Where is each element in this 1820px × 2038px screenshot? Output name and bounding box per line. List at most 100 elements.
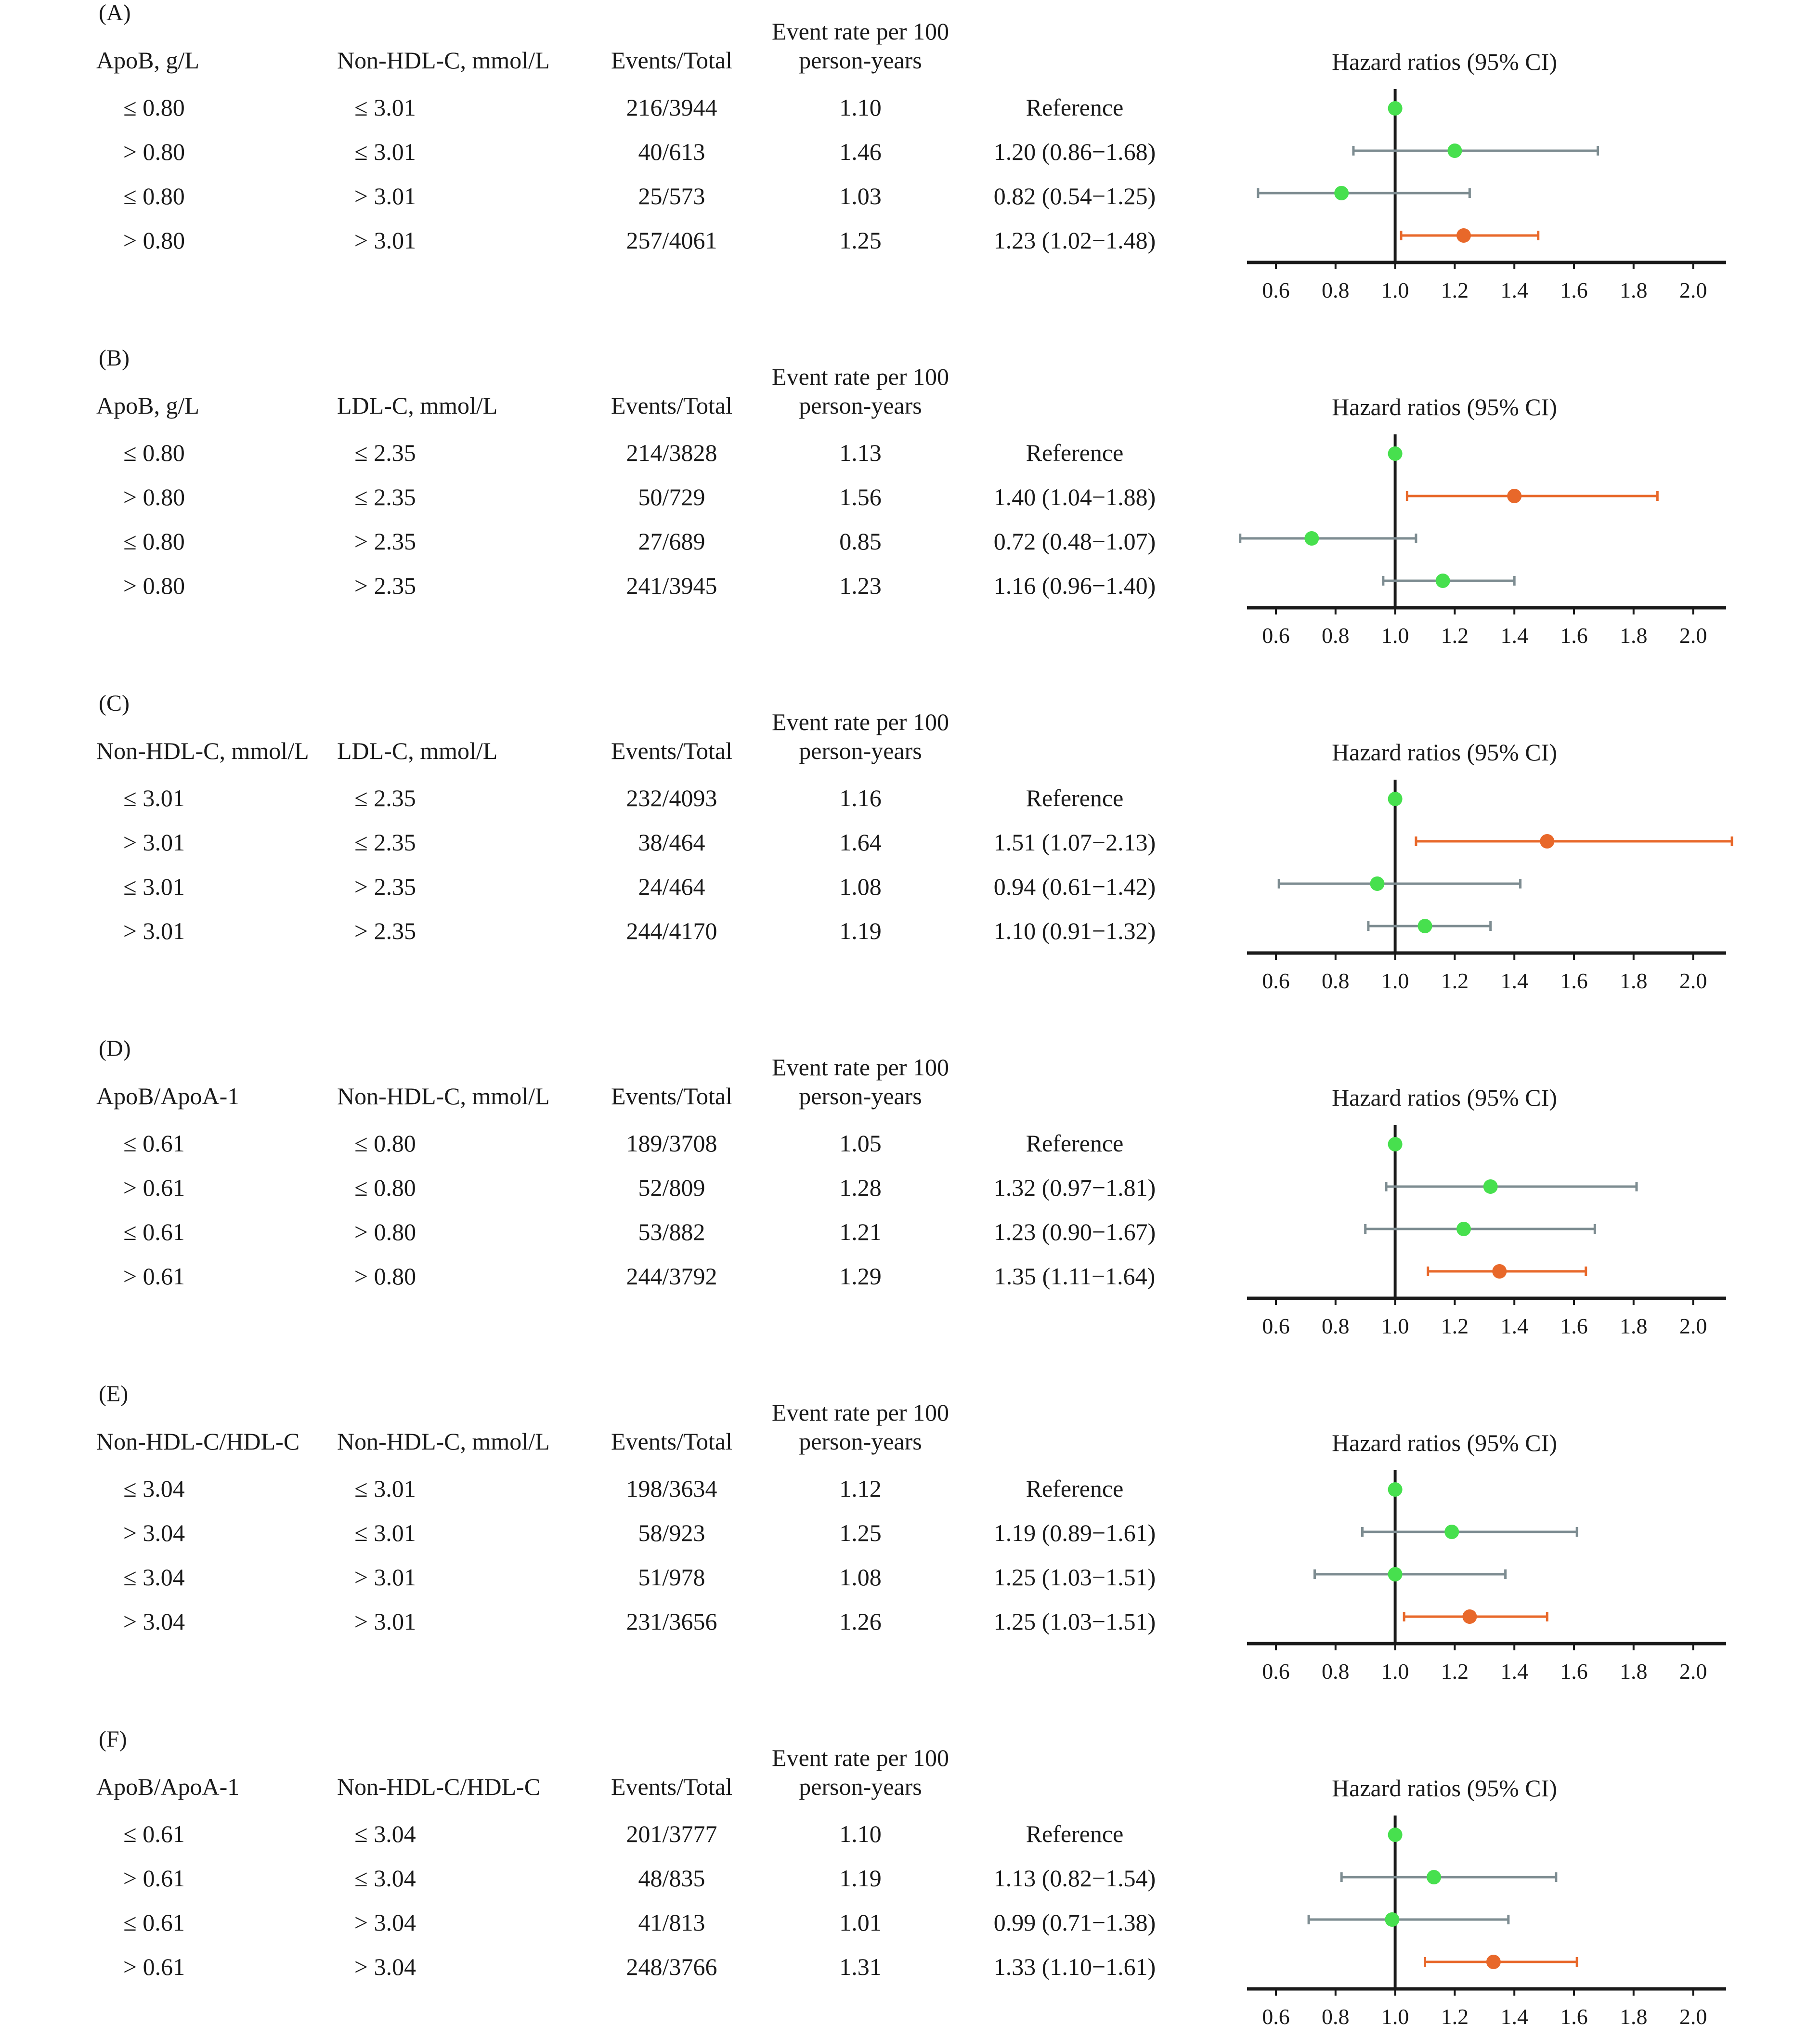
column-header-marker-2: Non-HDL-C, mmol/L	[337, 1428, 550, 1455]
cell-marker-1: ≤ 0.61	[123, 1820, 184, 1847]
cell-marker-1: ≤ 0.61	[123, 1909, 184, 1936]
cell-marker-1: ≤ 0.80	[123, 94, 184, 121]
cell-marker-2: > 0.80	[354, 1218, 416, 1245]
column-header-events: Events/Total	[611, 1773, 732, 1800]
x-tick-label: 1.6	[1560, 1314, 1588, 1338]
cell-event-rate: 1.05	[839, 1130, 882, 1157]
cell-hazard-ratio: Reference	[1026, 94, 1124, 121]
cell-events-total: 216/3944	[626, 94, 717, 121]
x-tick-label: 0.6	[1262, 1659, 1290, 1684]
hazard-ratio-point	[1456, 228, 1471, 243]
reference-point	[1388, 1482, 1403, 1497]
hazard-ratio-point	[1447, 144, 1462, 158]
column-header-event-rate-unit: person-years	[799, 392, 922, 419]
column-header-marker-1: Non-HDL-C/HDL-C	[96, 1428, 299, 1455]
cell-event-rate: 1.31	[839, 1953, 882, 1980]
reference-point	[1388, 1828, 1403, 1842]
cell-hazard-ratio: 0.72 (0.48−1.07)	[994, 528, 1156, 555]
hazard-ratio-point	[1486, 1955, 1501, 1969]
column-header-event-rate-unit: person-years	[799, 1428, 922, 1455]
cell-event-rate: 1.56	[839, 483, 882, 510]
x-tick-label: 0.6	[1262, 278, 1290, 302]
cell-hazard-ratio: 1.23 (1.02−1.48)	[994, 227, 1156, 254]
cell-events-total: 241/3945	[626, 572, 717, 599]
column-header-event-rate-unit: person-years	[799, 1773, 922, 1800]
column-header-event-rate: Event rate per 100	[772, 708, 949, 735]
cell-marker-2: ≤ 3.01	[354, 1475, 416, 1502]
cell-event-rate: 1.19	[839, 917, 882, 944]
cell-event-rate: 1.12	[839, 1475, 882, 1502]
x-tick-label: 1.2	[1441, 1314, 1469, 1338]
x-tick-label: 2.0	[1679, 278, 1707, 302]
panel-label: (E)	[99, 1381, 128, 1407]
cell-marker-1: > 0.61	[123, 1174, 185, 1201]
cell-events-total: 189/3708	[626, 1130, 717, 1157]
cell-events-total: 248/3766	[626, 1953, 717, 1980]
cell-marker-2: > 3.01	[354, 1564, 416, 1591]
hazard-ratio-point	[1417, 919, 1432, 933]
cell-event-rate: 1.26	[839, 1608, 882, 1635]
panel-label: (D)	[99, 1036, 131, 1061]
column-header-marker-1: Non-HDL-C, mmol/L	[96, 737, 309, 764]
x-tick-label: 2.0	[1679, 1314, 1707, 1338]
column-header-marker-1: ApoB, g/L	[96, 47, 199, 74]
cell-events-total: 38/464	[638, 829, 705, 856]
column-header-events: Events/Total	[611, 1083, 732, 1110]
panel-f: (F) ApoB/ApoA-1 Non-HDL-C/HDL-C Events/Tota…	[96, 1726, 1726, 2029]
cell-hazard-ratio: 1.16 (0.96−1.40)	[994, 572, 1156, 599]
cell-marker-1: ≤ 0.61	[123, 1130, 184, 1157]
x-tick-label: 1.8	[1620, 1659, 1648, 1684]
cell-marker-2: ≤ 3.01	[354, 1519, 416, 1546]
x-tick-label: 1.4	[1500, 623, 1528, 648]
cell-marker-1: ≤ 3.04	[123, 1475, 184, 1502]
x-tick-label: 2.0	[1679, 623, 1707, 648]
hazard-ratio-point	[1388, 1567, 1403, 1581]
cell-marker-1: > 0.61	[123, 1263, 185, 1290]
hazard-ratio-point	[1507, 489, 1522, 503]
x-tick-label: 0.6	[1262, 968, 1290, 993]
x-tick-label: 1.0	[1381, 2004, 1409, 2029]
cell-event-rate: 1.16	[839, 784, 882, 811]
x-tick-label: 1.8	[1620, 1314, 1648, 1338]
cell-event-rate: 1.01	[839, 1909, 882, 1936]
hazard-ratio-point	[1304, 531, 1319, 546]
cell-marker-2: ≤ 2.35	[354, 483, 416, 510]
column-header-marker-2: Non-HDL-C/HDL-C	[337, 1773, 540, 1800]
hazard-ratio-title: Hazard ratios (95% CI)	[1332, 1775, 1557, 1802]
x-tick-label: 2.0	[1679, 1659, 1707, 1684]
column-header-event-rate-unit: person-years	[799, 737, 922, 764]
column-header-events: Events/Total	[611, 737, 732, 764]
cell-events-total: 232/4093	[626, 784, 717, 811]
panel-label: (A)	[99, 0, 131, 26]
cell-event-rate: 1.25	[839, 1519, 882, 1546]
cell-marker-2: > 2.35	[354, 572, 416, 599]
cell-marker-1: ≤ 0.61	[123, 1218, 184, 1245]
cell-marker-1: ≤ 3.01	[123, 784, 184, 811]
cell-hazard-ratio: Reference	[1026, 1820, 1124, 1847]
x-tick-label: 1.4	[1500, 1659, 1528, 1684]
column-header-event-rate: Event rate per 100	[772, 1054, 949, 1081]
hazard-ratio-title: Hazard ratios (95% CI)	[1332, 739, 1557, 766]
cell-marker-1: ≤ 0.80	[123, 439, 184, 466]
cell-events-total: 231/3656	[626, 1608, 717, 1635]
column-header-marker-1: ApoB/ApoA-1	[96, 1773, 239, 1800]
cell-hazard-ratio: 0.94 (0.61−1.42)	[994, 873, 1156, 900]
x-tick-label: 0.8	[1322, 1659, 1350, 1684]
cell-marker-2: ≤ 3.04	[354, 1820, 416, 1847]
cell-marker-1: > 0.80	[123, 572, 185, 599]
cell-events-total: 50/729	[638, 483, 705, 510]
x-tick-label: 1.4	[1500, 278, 1528, 302]
column-header-event-rate: Event rate per 100	[772, 363, 949, 390]
x-tick-label: 1.2	[1441, 623, 1469, 648]
column-header-event-rate-unit: person-years	[799, 47, 922, 74]
reference-point	[1388, 101, 1403, 116]
hazard-ratio-point	[1435, 574, 1450, 588]
cell-events-total: 53/882	[638, 1218, 705, 1245]
column-header-events: Events/Total	[611, 47, 732, 74]
cell-event-rate: 1.64	[839, 829, 882, 856]
cell-marker-1: > 3.01	[123, 917, 185, 944]
cell-marker-2: > 3.04	[354, 1953, 416, 1980]
hazard-ratio-title: Hazard ratios (95% CI)	[1332, 393, 1557, 420]
cell-events-total: 58/923	[638, 1519, 705, 1546]
